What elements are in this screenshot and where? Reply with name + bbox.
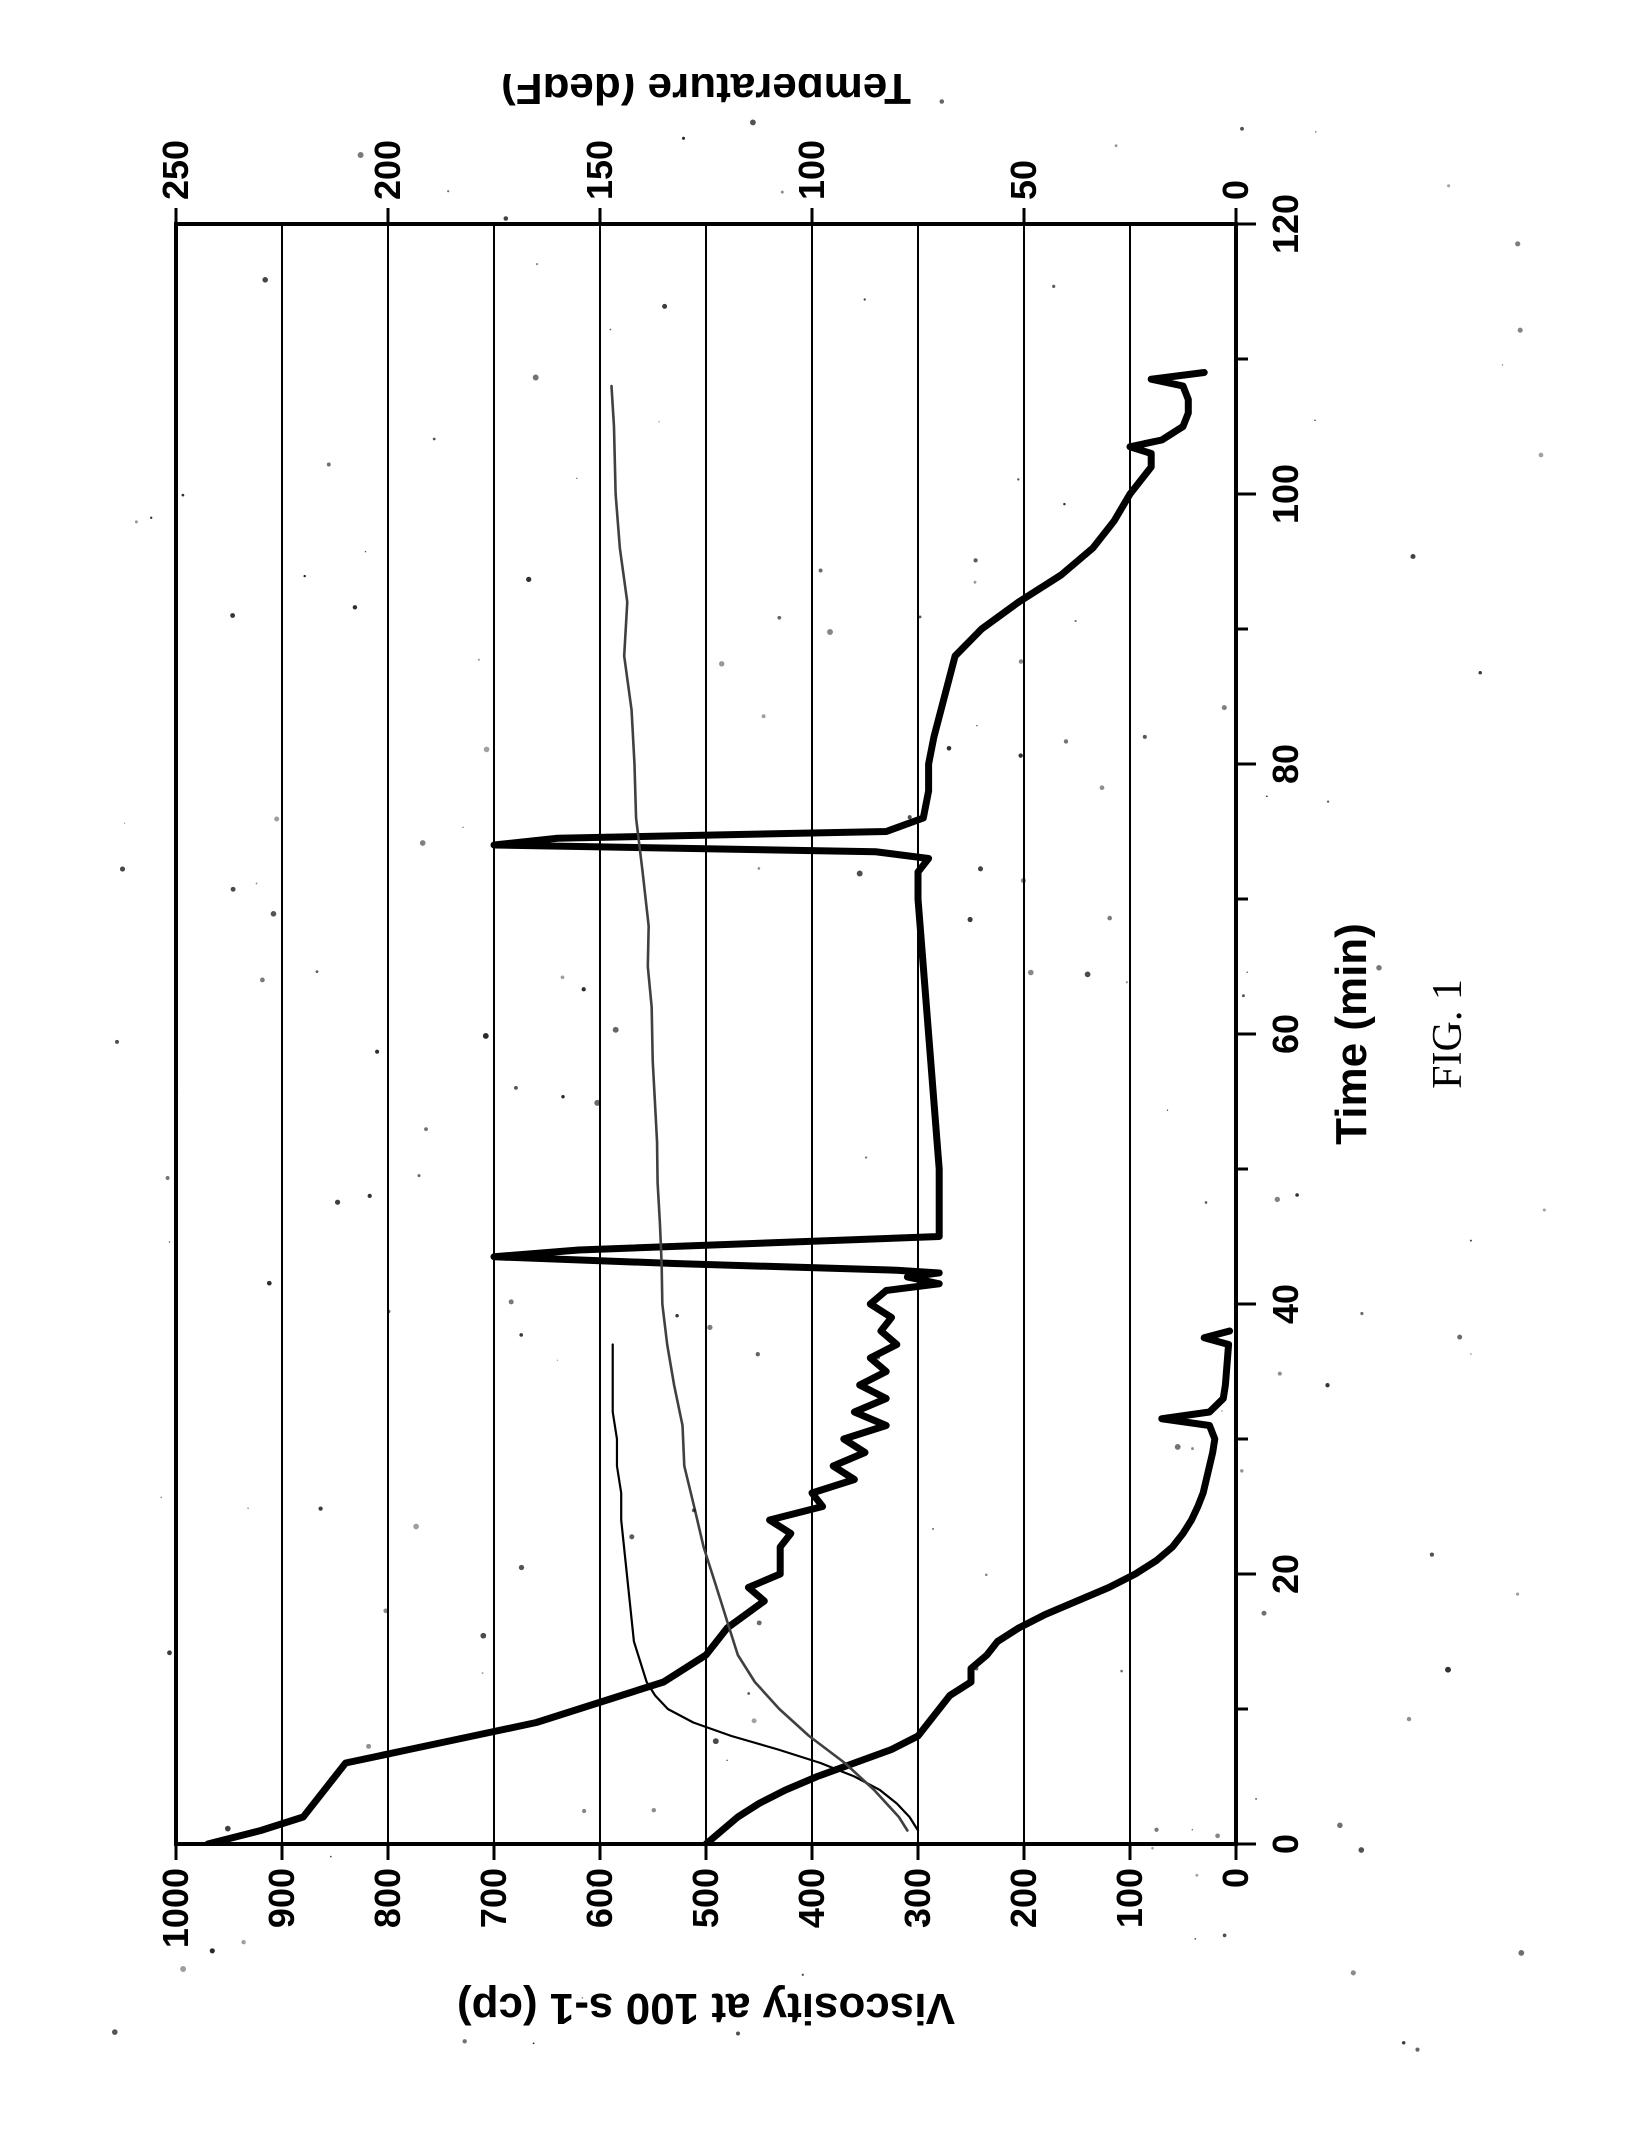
y-right-tick-label: 100 xyxy=(791,140,832,200)
x-tick-label: 40 xyxy=(1265,1284,1306,1324)
y-right-tick-label: 200 xyxy=(367,140,408,200)
y-left-tick-label: 800 xyxy=(367,1868,408,1928)
x-tick-label: 100 xyxy=(1265,464,1306,524)
chart-rotator: 0204060801001200100200300400500600700800… xyxy=(66,74,1566,2074)
y-right-tick-label: 50 xyxy=(1003,160,1044,200)
y-right-tick-label: 150 xyxy=(579,140,620,200)
y-left-tick-label: 500 xyxy=(685,1868,726,1928)
y-left-tick-label: 1000 xyxy=(155,1868,196,1948)
x-axis-label: Time (min) xyxy=(1327,923,1376,1145)
y-left-tick-label: 600 xyxy=(579,1868,620,1928)
y-right-tick-label: 250 xyxy=(155,140,196,200)
page: 0204060801001200100200300400500600700800… xyxy=(0,0,1631,2148)
x-tick-label: 120 xyxy=(1265,194,1306,254)
y-left-tick-label: 400 xyxy=(791,1868,832,1928)
y-right-axis-label: Temperature (degF) xyxy=(501,74,911,113)
y-left-tick-label: 0 xyxy=(1215,1868,1256,1888)
y-left-tick-label: 900 xyxy=(261,1868,302,1928)
x-tick-label: 60 xyxy=(1265,1014,1306,1054)
y-left-tick-label: 300 xyxy=(897,1868,938,1928)
x-tick-label: 80 xyxy=(1265,744,1306,784)
figure-caption: FIG. 1 xyxy=(1425,979,1471,1089)
x-tick-label: 0 xyxy=(1265,1834,1306,1854)
y-left-axis-label: Viscosity at 100 s-1 (cp) xyxy=(456,1984,954,2033)
y-left-tick-label: 200 xyxy=(1003,1868,1044,1928)
y-left-tick-label: 100 xyxy=(1109,1868,1150,1928)
chart-svg: 0204060801001200100200300400500600700800… xyxy=(66,74,1566,2074)
x-tick-label: 20 xyxy=(1265,1554,1306,1594)
y-right-tick-label: 0 xyxy=(1215,180,1256,200)
y-left-tick-label: 700 xyxy=(473,1868,514,1928)
